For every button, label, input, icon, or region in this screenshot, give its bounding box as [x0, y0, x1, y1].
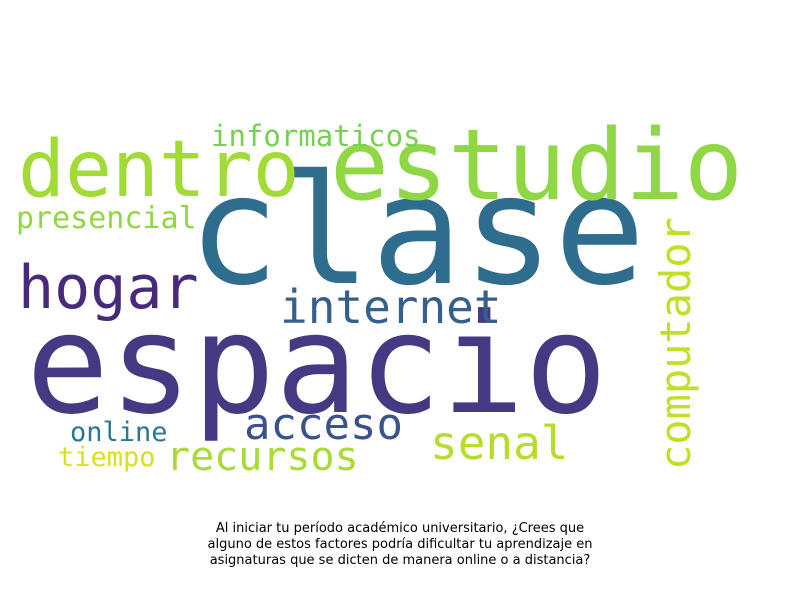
word-acceso: acceso	[244, 399, 403, 450]
caption-line-1: Al iniciar tu período académico universi…	[215, 521, 585, 536]
caption-line-3: asignaturas que se dicten de manera onli…	[209, 553, 591, 568]
word-informaticos: informaticos	[211, 119, 421, 153]
word-tiempo: tiempo	[58, 442, 156, 473]
word-presencial: presencial	[16, 201, 197, 236]
word-dentro: dentro	[18, 125, 300, 215]
word-estudio: estudio	[330, 109, 744, 223]
word-hogar: hogar	[18, 253, 199, 323]
word-computador: computador	[651, 217, 700, 470]
word-senal: senal	[430, 416, 569, 470]
word-online: online	[70, 417, 168, 448]
figure-caption: Al iniciar tu período académico universi…	[150, 521, 650, 569]
word-internet: internet	[280, 280, 502, 334]
word-recursos: recursos	[166, 434, 359, 480]
word-clase: clase	[188, 142, 646, 319]
word-espacio: espacio	[26, 284, 608, 445]
caption-line-2: alguno de estos factores podría dificult…	[207, 537, 593, 552]
